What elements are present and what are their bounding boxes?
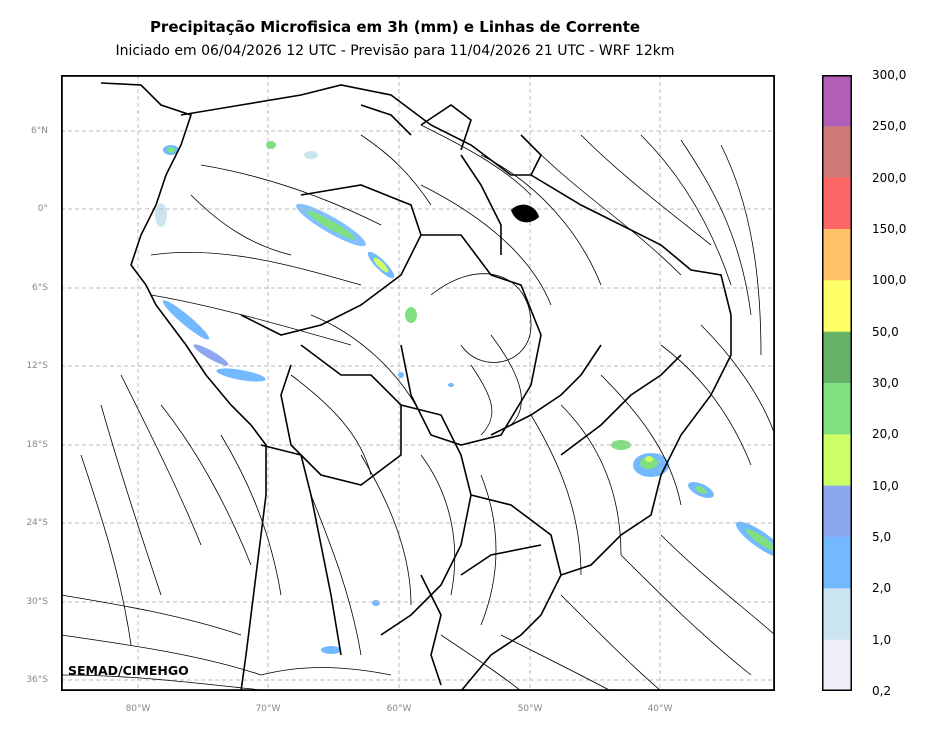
colorbar-label-100: 100,0: [872, 273, 907, 287]
lat-lon-grid: [61, 75, 775, 691]
lat-label-24s: 24°S: [26, 518, 48, 528]
lat-label-6n: 6°N: [31, 126, 48, 136]
lon-label-50w: 50°W: [517, 704, 543, 714]
lat-label-36s: 36°S: [26, 675, 48, 685]
lon-label-80w: 80°W: [125, 704, 151, 714]
colorbar-bin: [822, 177, 852, 230]
map-title: Precipitação Microfisica em 3h (mm) e Li…: [149, 18, 641, 36]
lon-label-70w: 70°W: [255, 704, 281, 714]
colorbar-bin: [822, 537, 852, 589]
colorbar-label-300: 300,0: [872, 68, 907, 82]
colorbar-bin: [822, 639, 852, 691]
colorbar-label-5: 5,0: [872, 530, 892, 544]
colorbar-bin: [822, 434, 852, 487]
colorbar-label-1: 1,0: [872, 633, 892, 647]
colorbar-label-0-2: 0,2: [872, 684, 892, 698]
precipitation-colorbar: [822, 75, 852, 691]
lon-label-40w: 40°W: [647, 704, 673, 714]
colorbar-label-50: 50,0: [872, 325, 899, 339]
colorbar-label-20: 20,0: [872, 427, 899, 441]
precipitation-layer: [155, 141, 775, 654]
colorbar-label-10: 10,0: [872, 479, 899, 493]
colorbar-bin: [822, 75, 852, 127]
colorbar-bin: [822, 126, 852, 179]
map-frame: [61, 75, 775, 691]
lat-label-30s: 30°S: [26, 597, 48, 607]
colorbar-bin: [822, 280, 852, 333]
colorbar-bin: [822, 588, 852, 641]
colorbar-bin: [822, 485, 852, 538]
colorbar-label-200: 200,0: [872, 171, 907, 185]
credit-label: SEMAD/CIMEHGO: [68, 663, 189, 678]
colorbar-label-2: 2,0: [872, 581, 892, 595]
streamlines: [61, 124, 775, 691]
colorbar-bin: [822, 229, 852, 281]
marajo-island: [511, 204, 539, 223]
lat-label-12s: 12°S: [26, 361, 48, 371]
colorbar-label-30: 30,0: [872, 376, 899, 390]
colorbar-bin: [822, 331, 852, 384]
colorbar-label-250: 250,0: [872, 119, 907, 133]
lat-label-18s: 18°S: [26, 440, 48, 450]
map-subtitle: Iniciado em 06/04/2026 12 UTC - Previsão…: [115, 43, 675, 59]
political-boundaries: [100, 82, 732, 691]
colorbar-label-150: 150,0: [872, 222, 907, 236]
lat-label-0: 0°: [37, 204, 48, 214]
colorbar-bin: [822, 383, 852, 435]
lat-label-6s: 6°S: [32, 283, 48, 293]
precipitation-streamline-map: [61, 75, 775, 691]
lon-label-60w: 60°W: [386, 704, 412, 714]
